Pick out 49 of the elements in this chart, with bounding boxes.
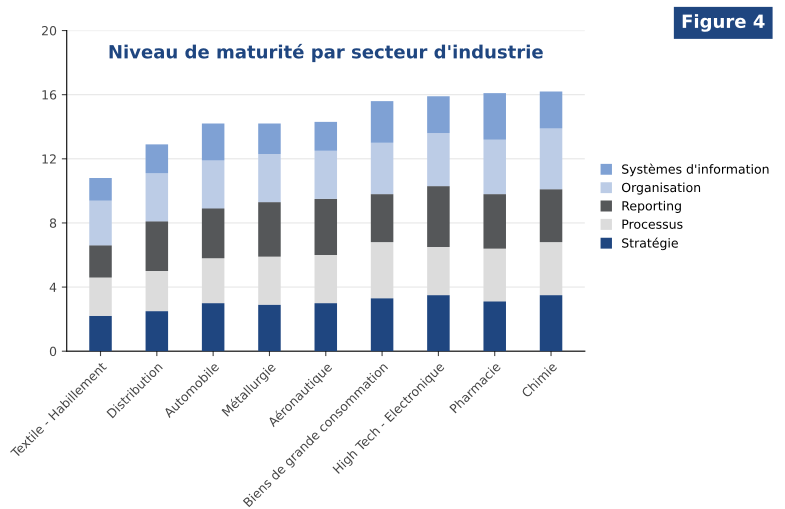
legend-label: Systèmes d'information — [622, 164, 768, 176]
bar — [146, 311, 168, 352]
bar — [314, 122, 338, 151]
y-tick-label: 16 — [42, 90, 56, 100]
bar — [370, 142, 394, 194]
bar — [540, 128, 562, 190]
bar — [314, 303, 338, 352]
bar — [258, 202, 281, 257]
text: Niveau de maturité par secteur d'industrie — [110, 44, 543, 62]
y-tick-label: 12 — [42, 154, 56, 164]
bar — [483, 140, 506, 194]
bar — [258, 304, 281, 352]
bar — [202, 160, 224, 209]
bar — [202, 303, 224, 352]
bar — [258, 124, 281, 154]
legend-label: Stratégie — [622, 238, 678, 250]
bar — [258, 154, 281, 202]
bar — [89, 200, 112, 246]
bar — [146, 173, 168, 222]
bar — [370, 298, 394, 352]
y-tick-label: 8 — [50, 218, 56, 228]
bar — [427, 96, 450, 134]
bar — [483, 93, 506, 140]
bar — [483, 302, 506, 352]
bar — [370, 101, 394, 143]
caption: Figure 4 — [682, 14, 765, 32]
bar — [202, 124, 224, 160]
bar — [427, 186, 450, 247]
bar — [427, 295, 450, 352]
bar — [89, 316, 112, 352]
bar — [540, 91, 562, 128]
bar — [146, 144, 168, 174]
legend-label: Reporting — [622, 200, 681, 213]
bar — [202, 208, 224, 258]
y-tick-label: 20 — [42, 26, 56, 36]
bar — [540, 295, 562, 352]
bar — [483, 194, 506, 249]
legend-label: Organisation — [622, 182, 700, 195]
bar — [314, 150, 338, 199]
bar — [89, 245, 112, 278]
y-tick-label: 0 — [50, 346, 56, 356]
bar — [370, 194, 394, 242]
legend-label: Processus — [622, 220, 682, 229]
bar — [314, 198, 338, 256]
bar — [146, 221, 168, 272]
y-tick-label: 4 — [50, 282, 56, 292]
bar — [89, 178, 112, 200]
bar — [427, 133, 450, 186]
bar — [540, 189, 562, 242]
